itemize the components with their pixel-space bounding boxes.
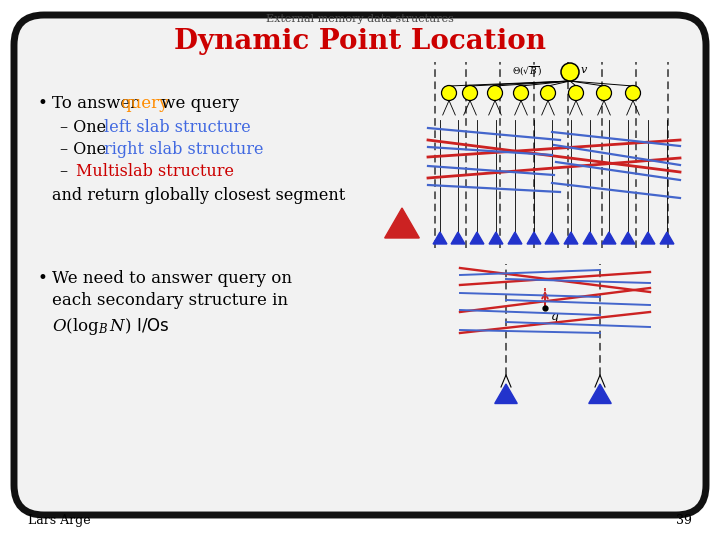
Text: Lars Arge: Lars Arge	[28, 514, 91, 527]
Text: – One: – One	[60, 141, 112, 158]
Circle shape	[569, 85, 583, 100]
Text: •: •	[38, 95, 48, 112]
Circle shape	[513, 85, 528, 100]
Text: –: –	[60, 163, 73, 180]
FancyBboxPatch shape	[14, 15, 706, 515]
Circle shape	[541, 85, 556, 100]
Text: v: v	[581, 65, 588, 75]
Circle shape	[462, 85, 477, 100]
Text: left slab structure: left slab structure	[104, 119, 251, 136]
Text: – One: – One	[60, 119, 112, 136]
Circle shape	[487, 85, 503, 100]
Text: $O(\log_B N)$ I/Os: $O(\log_B N)$ I/Os	[52, 316, 170, 337]
Text: $\Theta(\sqrt{B})$: $\Theta(\sqrt{B})$	[512, 64, 542, 78]
Text: right slab structure: right slab structure	[104, 141, 264, 158]
Text: and return globally closest segment: and return globally closest segment	[52, 187, 346, 204]
Text: 39: 39	[676, 514, 692, 527]
Circle shape	[441, 85, 456, 100]
Text: $q$: $q$	[550, 311, 559, 325]
Circle shape	[596, 85, 611, 100]
Text: Multislab structure: Multislab structure	[76, 163, 234, 180]
Text: Dynamic Point Location: Dynamic Point Location	[174, 28, 546, 55]
Text: query: query	[120, 95, 168, 112]
Text: We need to answer query on: We need to answer query on	[52, 270, 292, 287]
Text: •: •	[38, 270, 48, 287]
Text: each secondary structure in: each secondary structure in	[52, 292, 288, 309]
Text: To answer: To answer	[52, 95, 143, 112]
Text: we query: we query	[156, 95, 239, 112]
Text: External memory data structures: External memory data structures	[266, 14, 454, 24]
Circle shape	[561, 63, 579, 81]
Circle shape	[626, 85, 641, 100]
